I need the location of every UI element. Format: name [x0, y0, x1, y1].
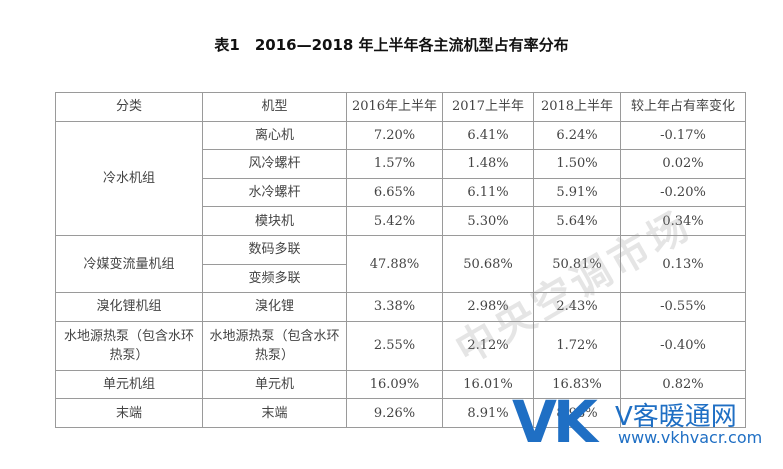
table-cell: 1.72% — [533, 320, 621, 371]
table-row: 溴化锂机组 溴化锂 3.38% 2.98% 2.43% -0.55% — [55, 292, 746, 322]
table-cell: 溴化锂 — [202, 292, 347, 322]
table-cell: 水冷螺杆 — [202, 177, 347, 208]
data-table: 分类 机型 2016年上半年 2017上半年 2018上半年 较上年占有率变化 冷水机组 离心… — [55, 92, 746, 428]
table-cell: 水地源热泵（包含水环热泵） — [55, 320, 203, 371]
table-row: 模块机 5.42% 5.30% 5.64% 0.34% — [56, 206, 746, 236]
table-cell: -0.17% — [620, 120, 746, 151]
table-cell: 2.12% — [442, 320, 534, 371]
table-cell: 5.64% — [533, 206, 621, 236]
table-cell: -0.20% — [620, 177, 746, 208]
table-cell: 单元机组 — [55, 369, 203, 400]
table-cell: 单元机 — [202, 369, 347, 400]
table-cell: 8.91% — [442, 398, 534, 428]
table-row: 风冷螺杆 1.57% 1.48% 1.50% 0.02% — [56, 149, 746, 179]
table-cell: 8.93% — [533, 398, 621, 428]
table-cell: 末端 — [55, 398, 203, 428]
table-cell: 1.48% — [442, 149, 534, 179]
table-row: 冷水机组 离心机 7.20% 6.41% 6.24% -0.17% — [55, 120, 746, 236]
table-row: 水冷螺杆 6.65% 6.11% 5.91% -0.20% — [56, 177, 746, 208]
table-cell: 离心机 — [202, 120, 347, 151]
table-cell: 0.82% — [620, 369, 746, 400]
table-cell: 3.38% — [346, 292, 443, 322]
table-cell: 末端 — [202, 398, 347, 428]
table-cell: -0.40% — [620, 320, 746, 371]
table-cell: 6.24% — [533, 120, 621, 151]
table-cell: 6.41% — [442, 120, 534, 151]
table-cell: 冷水机组 — [55, 120, 203, 236]
table-row: 分类 机型 2016年上半年 2017上半年 2018上半年 较上年占有率变化 — [55, 92, 746, 122]
table-cell: 5.30% — [442, 206, 534, 236]
logo-mark: VK — [512, 388, 598, 456]
table-cell: 16.01% — [442, 369, 534, 400]
table-cell: 6.65% — [346, 177, 443, 208]
table-row: 单元机组 单元机 16.09% 16.01% 16.83% 0.82% — [55, 369, 746, 400]
logo-url: www.vkhvacr.com — [618, 428, 763, 447]
table-cell: 溴化锂机组 — [55, 292, 203, 322]
table-cell: 47.88% — [346, 234, 443, 294]
table-row: 末端 末端 9.26% 8.91% 8.93% — [55, 398, 746, 428]
header-cell: 分类 — [55, 92, 203, 122]
table-cell: 5.91% — [533, 177, 621, 208]
table-cell: 数码多联 — [202, 234, 347, 265]
header-cell: 较上年占有率变化 — [620, 92, 746, 122]
table-cell: 1.50% — [533, 149, 621, 179]
header-cell: 2018上半年 — [533, 92, 621, 122]
table-cell: 50.68% — [442, 234, 534, 294]
table-cell: 9.26% — [346, 398, 443, 428]
table-cell: 0.13% — [620, 234, 746, 294]
table-cell: 冷媒变流量机组 — [55, 234, 203, 294]
table-cell: 0.02% — [620, 149, 746, 179]
table-cell — [620, 398, 746, 428]
table-cell: 5.42% — [346, 206, 443, 236]
table-cell: 水地源热泵（包含水环热泵） — [202, 320, 347, 371]
header-cell: 2016年上半年 — [346, 92, 443, 122]
table-cell: 0.34% — [620, 206, 746, 236]
table-cell: 7.20% — [346, 120, 443, 151]
table-cell: 2.43% — [533, 292, 621, 322]
table-cell: 2.55% — [346, 320, 443, 371]
table-title: 表1 2016—2018 年上半年各主流机型占有率分布 — [214, 36, 569, 54]
header-cell: 机型 — [202, 92, 347, 122]
table-cell: 模块机 — [202, 206, 347, 236]
table-cell: 16.09% — [346, 369, 443, 400]
table-cell: -0.55% — [620, 292, 746, 322]
table-cell: 变频多联 — [202, 263, 347, 294]
table-row: 冷媒变流量机组 数码多联 47.88% 50.68% 50.81% 0.13% — [55, 234, 746, 294]
table-cell: 风冷螺杆 — [202, 149, 347, 179]
header-cell: 2017上半年 — [442, 92, 534, 122]
table-cell: 6.11% — [442, 177, 534, 208]
table-cell: 2.98% — [442, 292, 534, 322]
logo-name: V客暖通网 — [615, 402, 737, 432]
table-row: 水地源热泵（包含水环热泵） 水地源热泵（包含水环热泵） 2.55% 2.12% 1.72… — [55, 320, 746, 371]
table-cell: 1.57% — [346, 149, 443, 179]
